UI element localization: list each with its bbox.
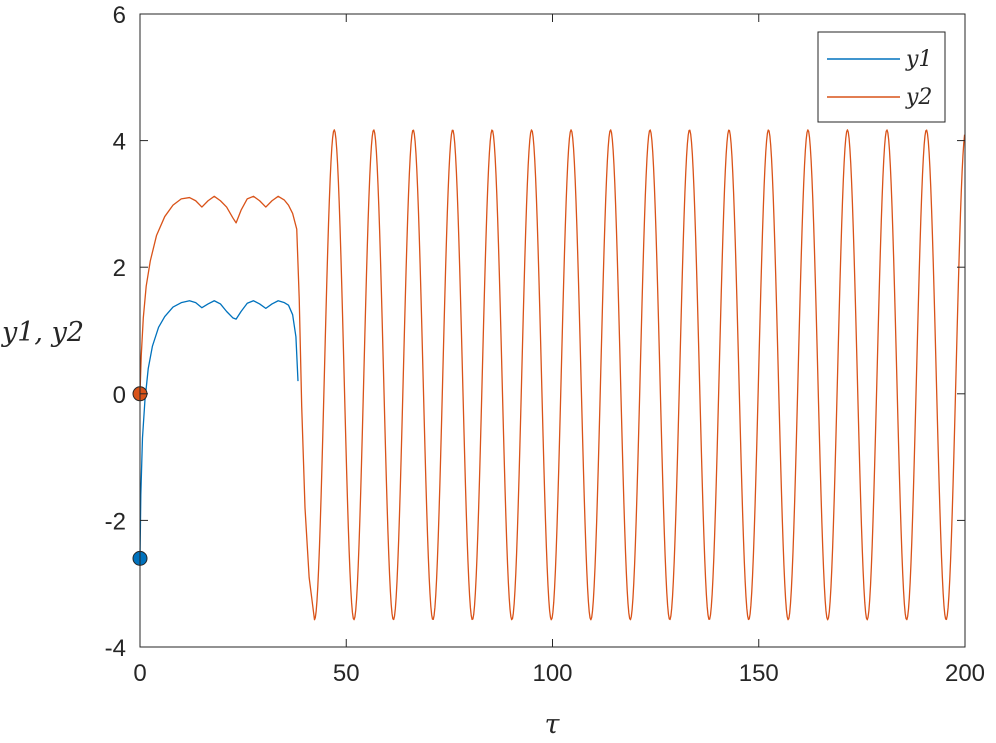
legend-label-y2: y2: [905, 85, 932, 110]
y-tick-label: 0: [113, 382, 126, 409]
y-tick-label: 2: [113, 255, 126, 282]
x-tick-label: 200: [945, 660, 985, 687]
x-tick-label: 150: [739, 660, 779, 687]
y-axis-label: y1, y2: [1, 317, 84, 348]
x-tick-label: 50: [333, 660, 360, 687]
x-tick-label: 100: [532, 660, 572, 687]
y-tick-label: 6: [113, 2, 126, 29]
legend-label-y1: y1: [905, 47, 932, 72]
y-tick-labels: -4 -2 0 2 4 6: [105, 2, 126, 662]
y-tick-label: -2: [105, 508, 126, 535]
series-line-y1: [139, 300, 299, 559]
y-tick-label: -4: [105, 635, 126, 662]
legend: y1 y2: [817, 31, 946, 123]
x-tick-labels: 0 50 100 150 200: [133, 660, 985, 687]
series-lines: [139, 129, 966, 621]
y-tick-label: 4: [113, 129, 126, 156]
x-axis-label: τ: [545, 709, 561, 740]
x-tick-label: 0: [133, 660, 146, 687]
series-line-y2: [139, 129, 966, 621]
legend-box: [817, 31, 946, 123]
axis-ticks: [139, 13, 966, 648]
